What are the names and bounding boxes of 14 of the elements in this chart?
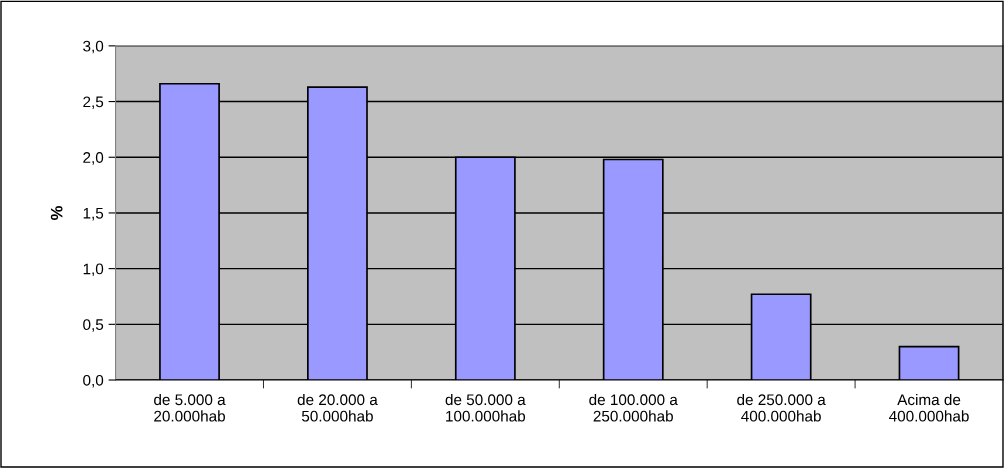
x-tick-label: de 50.000 a 100.000hab — [445, 393, 526, 422]
y-tick-label: 2,5 — [83, 96, 104, 110]
y-tick-label: 1,5 — [83, 207, 104, 221]
y-tick-label: 3,0 — [83, 40, 104, 54]
y-tick-label: 1,0 — [83, 263, 104, 277]
y-axis-title: % — [50, 205, 63, 220]
x-tick-label: de 250.000 a 400.000hab — [737, 393, 826, 422]
x-tick-label: de 100.000 a 250.000hab — [589, 393, 678, 422]
y-tick-label: 0,5 — [83, 319, 104, 332]
x-tick-label: de 5.000 a 20.000hab — [154, 393, 226, 422]
x-tick-label: Acima de 400.000hab — [889, 393, 969, 422]
y-tick-label: 2,0 — [83, 152, 104, 165]
y-tick-label: 0,0 — [83, 374, 104, 388]
x-tick-label: de 20.000 a 50.000hab — [297, 393, 378, 422]
